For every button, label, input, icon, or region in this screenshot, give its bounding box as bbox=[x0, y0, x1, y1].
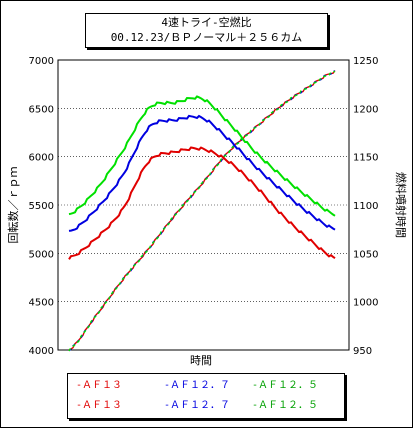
series-line-left-1 bbox=[68, 114, 336, 232]
right-tick-label: 1050 bbox=[353, 249, 378, 260]
right-tick-label: 950 bbox=[353, 346, 372, 357]
series-line-left-2 bbox=[68, 95, 336, 217]
series-line-left-0 bbox=[68, 146, 336, 260]
left-tick-label: 6500 bbox=[29, 104, 54, 115]
right-tick-label: 1150 bbox=[353, 153, 378, 164]
legend: -ＡＦ１３ -ＡＦ１２．７ -ＡＦ１２．５ -ＡＦ１３ -ＡＦ１２．７ -ＡＦ１… bbox=[67, 373, 345, 419]
legend-row1-af125: -ＡＦ１２．５ bbox=[252, 380, 319, 391]
series-line-right-5 bbox=[68, 70, 336, 352]
left-tick-label: 5000 bbox=[29, 249, 54, 260]
left-axis-label: 回転数／ｒｐｍ bbox=[7, 167, 20, 244]
right-axis-ticks: 950 1000 1050 1100 1150 1200 1250 bbox=[353, 56, 378, 357]
title-box: 4速トライ-空燃比 00.12.23/ＢＰノーマル＋２５６カム bbox=[85, 13, 328, 48]
legend-row2-af125: -ＡＦ１２．５ bbox=[252, 400, 319, 411]
series-layer bbox=[68, 70, 336, 352]
right-tick-label: 1250 bbox=[353, 56, 378, 67]
chart-subtitle: 00.12.23/ＢＰノーマル＋２５６カム bbox=[110, 31, 303, 44]
left-tick-label: 6000 bbox=[29, 153, 54, 164]
legend-row2-af13: -ＡＦ１３ bbox=[76, 400, 123, 411]
right-axis-label: 燃料噴射時間 bbox=[394, 172, 408, 238]
x-axis-label: 時間 bbox=[190, 354, 212, 367]
legend-row1-af127: -ＡＦ１２．７ bbox=[164, 380, 231, 391]
legend-row2-af127: -ＡＦ１２．７ bbox=[164, 400, 231, 411]
right-tick-label: 1200 bbox=[353, 104, 378, 115]
left-tick-label: 7000 bbox=[29, 56, 54, 67]
left-axis-ticks: 4000 4500 5000 5500 6000 6500 7000 bbox=[29, 56, 54, 357]
left-tick-label: 5500 bbox=[29, 201, 54, 212]
legend-row1-af13: -ＡＦ１３ bbox=[76, 380, 123, 391]
left-tick-label: 4500 bbox=[29, 298, 54, 309]
left-tick-label: 4000 bbox=[29, 346, 54, 357]
chart-title: 4速トライ-空燃比 bbox=[161, 16, 252, 29]
right-tick-label: 1000 bbox=[353, 298, 378, 309]
right-tick-label: 1100 bbox=[353, 201, 378, 212]
